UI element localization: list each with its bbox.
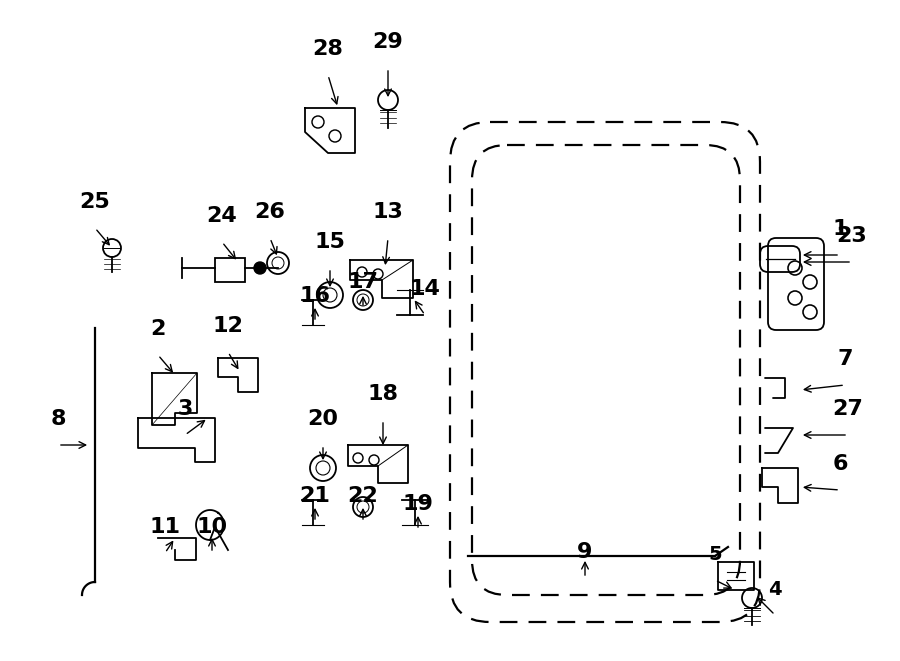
Text: 18: 18 bbox=[367, 384, 399, 404]
Text: 25: 25 bbox=[79, 192, 111, 212]
Text: 23: 23 bbox=[837, 226, 868, 246]
Text: 16: 16 bbox=[300, 286, 330, 306]
Text: 5: 5 bbox=[708, 545, 722, 564]
Text: 29: 29 bbox=[373, 32, 403, 52]
Text: 10: 10 bbox=[196, 517, 228, 537]
Text: 8: 8 bbox=[50, 409, 66, 429]
Text: 26: 26 bbox=[255, 202, 285, 222]
Text: 14: 14 bbox=[410, 279, 440, 299]
Text: 6: 6 bbox=[832, 454, 848, 474]
Text: 11: 11 bbox=[149, 517, 181, 537]
Text: 15: 15 bbox=[315, 232, 346, 252]
Text: 28: 28 bbox=[312, 39, 344, 59]
Text: 21: 21 bbox=[300, 486, 330, 506]
Text: 17: 17 bbox=[347, 272, 379, 292]
Text: 12: 12 bbox=[212, 316, 243, 336]
Text: 13: 13 bbox=[373, 202, 403, 222]
Bar bbox=[215, 258, 245, 282]
Text: 3: 3 bbox=[177, 399, 193, 419]
Text: 20: 20 bbox=[308, 409, 338, 429]
Text: 1: 1 bbox=[832, 219, 848, 239]
Text: 9: 9 bbox=[577, 542, 593, 562]
Text: 27: 27 bbox=[832, 399, 863, 419]
Text: 19: 19 bbox=[402, 494, 434, 514]
Text: 24: 24 bbox=[207, 206, 238, 226]
Text: 2: 2 bbox=[150, 319, 166, 339]
Text: 22: 22 bbox=[347, 486, 378, 506]
Text: 7: 7 bbox=[837, 349, 853, 369]
Circle shape bbox=[254, 262, 266, 274]
Text: 4: 4 bbox=[769, 580, 782, 599]
